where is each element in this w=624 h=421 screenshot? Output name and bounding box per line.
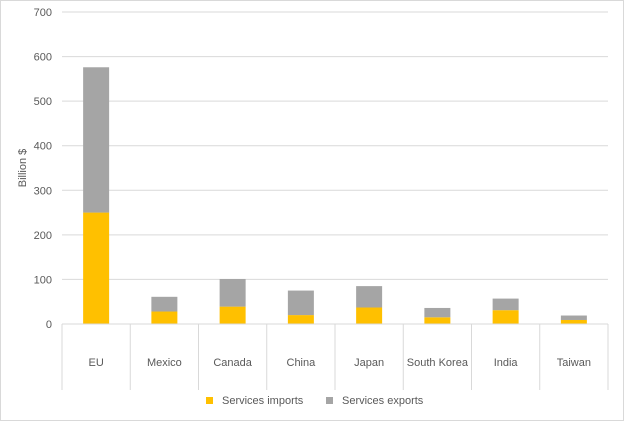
x-tick-label: South Korea — [407, 357, 469, 369]
axes: 0 100 200 300 400 500 600 700 EU Mexico Canada Chin… — [34, 7, 609, 390]
legend-label: Services exports — [342, 395, 424, 407]
bar-services-exports — [424, 307, 451, 318]
bar-services-exports — [83, 67, 110, 213]
legend-swatch — [206, 397, 213, 404]
bar-services-exports — [492, 298, 519, 311]
y-tick-label: 400 — [34, 141, 52, 153]
bar-services-imports — [151, 311, 178, 324]
bars — [83, 67, 587, 324]
y-tick-label: 0 — [46, 319, 52, 331]
legend: Services imports Services exports — [206, 395, 424, 407]
bar-services-imports — [560, 319, 587, 324]
bar-services-imports — [356, 307, 383, 324]
legend-label: Services imports — [222, 395, 304, 407]
y-tick-label: 300 — [34, 185, 52, 197]
bar-services-exports — [560, 315, 587, 320]
bar-services-exports — [356, 286, 383, 308]
bar-services-exports — [287, 290, 314, 316]
legend-swatch — [326, 397, 333, 404]
bar-services-exports — [151, 296, 178, 312]
x-tick-label: India — [494, 357, 519, 369]
y-tick-label: 700 — [34, 7, 52, 19]
x-tick-label: Mexico — [147, 357, 182, 369]
bar-services-imports — [492, 310, 519, 324]
x-tick-label: Canada — [213, 357, 252, 369]
bar-services-imports — [83, 212, 110, 324]
y-tick-label: 200 — [34, 230, 52, 242]
gridlines — [62, 11, 608, 280]
bar-services-exports — [219, 278, 246, 307]
bar-services-imports — [287, 315, 314, 324]
bar-services-imports — [424, 317, 451, 324]
y-tick-label: 600 — [34, 52, 52, 64]
y-tick-label: 500 — [34, 96, 52, 108]
x-tick-label: Japan — [354, 357, 384, 369]
x-tick-label: China — [287, 357, 317, 369]
y-tick-label: 100 — [34, 274, 52, 286]
x-tick-label: EU — [88, 357, 103, 369]
bar-services-imports — [219, 306, 246, 324]
x-tick-label: Taiwan — [557, 357, 591, 369]
y-axis-label: Billion $ — [17, 149, 29, 188]
